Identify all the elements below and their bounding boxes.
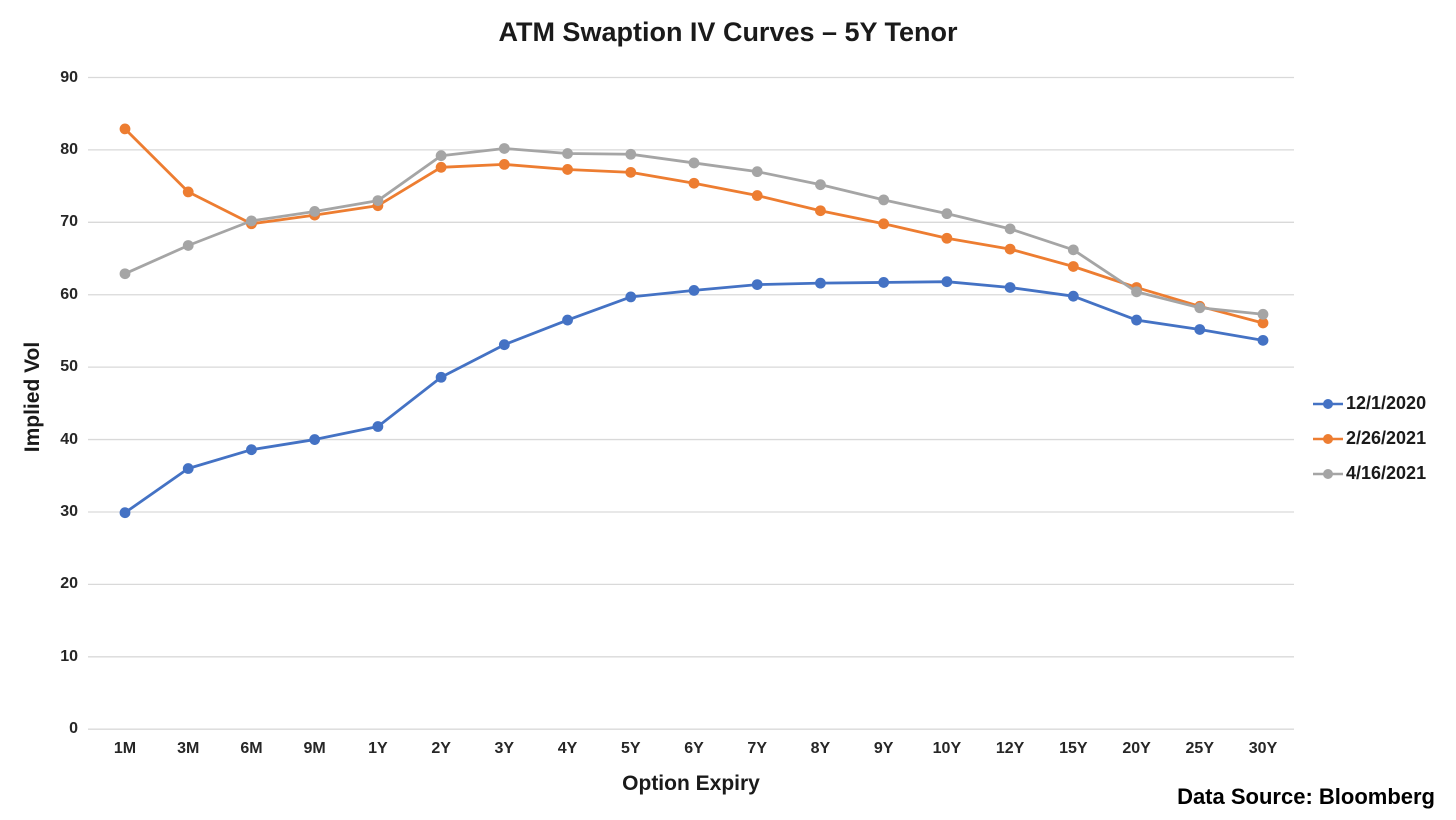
data-point-marker bbox=[498, 143, 510, 154]
data-point-marker bbox=[1257, 308, 1269, 320]
x-tick-label: 15Y bbox=[1059, 740, 1088, 757]
data-point-marker bbox=[625, 166, 637, 178]
data-point-marker bbox=[1004, 243, 1016, 255]
data-point-marker bbox=[562, 314, 573, 326]
x-tick-label: 25Y bbox=[1185, 740, 1214, 757]
y-tick-label: 10 bbox=[60, 647, 78, 665]
data-point-marker bbox=[625, 291, 637, 303]
data-point-marker bbox=[372, 421, 384, 432]
data-point-marker bbox=[119, 507, 131, 519]
data-point-marker bbox=[246, 444, 257, 456]
data-point-marker bbox=[941, 276, 953, 288]
data-point-marker bbox=[751, 166, 763, 178]
data-point-marker bbox=[309, 206, 321, 217]
data-point-marker bbox=[1257, 334, 1269, 346]
data-point-marker bbox=[625, 148, 637, 160]
data-point-marker bbox=[1004, 223, 1016, 235]
y-tick-label: 20 bbox=[60, 575, 78, 593]
data-point-marker bbox=[688, 157, 700, 169]
data-point-marker bbox=[751, 279, 763, 290]
data-point-marker bbox=[815, 205, 826, 217]
data-point-marker bbox=[941, 208, 953, 220]
data-point-marker bbox=[182, 463, 194, 474]
data-point-marker bbox=[562, 148, 573, 159]
data-point-marker bbox=[246, 215, 257, 227]
x-tick-label: 10Y bbox=[932, 740, 962, 757]
legend-item: 4/16/2021 bbox=[1312, 456, 1426, 491]
data-point-marker bbox=[119, 123, 131, 135]
data-point-marker bbox=[1004, 282, 1016, 293]
data-point-marker bbox=[498, 158, 510, 170]
x-tick-label: 6M bbox=[240, 740, 263, 757]
data-point-marker bbox=[878, 194, 890, 206]
y-tick-label: 90 bbox=[60, 68, 78, 86]
legend-label: 2/26/2021 bbox=[1346, 428, 1427, 448]
data-point-marker bbox=[1131, 286, 1142, 298]
data-point-marker bbox=[182, 186, 194, 198]
legend-label: 4/16/2021 bbox=[1346, 463, 1427, 483]
y-tick-label: 70 bbox=[60, 213, 78, 231]
y-tick-label: 60 bbox=[60, 285, 78, 303]
data-point-marker bbox=[1194, 324, 1206, 335]
y-tick-label: 50 bbox=[60, 358, 78, 376]
data-point-marker bbox=[309, 434, 321, 445]
y-tick-label: 30 bbox=[60, 502, 78, 520]
legend-item: 2/26/2021 bbox=[1312, 421, 1426, 456]
data-point-marker bbox=[435, 150, 447, 162]
x-tick-label: 9M bbox=[303, 740, 326, 757]
data-point-marker bbox=[1067, 290, 1079, 302]
data-point-marker bbox=[815, 277, 826, 289]
legend-marker-icon bbox=[1313, 398, 1343, 409]
data-point-marker bbox=[815, 179, 826, 191]
x-tick-label: 3M bbox=[177, 740, 200, 757]
data-point-marker bbox=[1194, 302, 1206, 314]
y-tick-label: 80 bbox=[60, 140, 78, 158]
legend-item: 12/1/2020 bbox=[1312, 386, 1426, 421]
x-tick-label: 3Y bbox=[494, 740, 515, 757]
x-tick-label: 8Y bbox=[810, 740, 831, 757]
data-point-marker bbox=[182, 240, 194, 251]
data-point-marker bbox=[1067, 244, 1079, 256]
x-tick-label: 1Y bbox=[368, 740, 388, 757]
x-tick-label: 6Y bbox=[684, 740, 704, 757]
legend-marker-icon bbox=[1313, 468, 1343, 479]
y-tick-label: 0 bbox=[69, 720, 78, 738]
legend-label: 12/1/2020 bbox=[1346, 393, 1427, 413]
legend: 12/1/2020 2/26/2021 4/16/2021 bbox=[1312, 386, 1426, 491]
data-point-marker bbox=[119, 268, 131, 280]
data-point-marker bbox=[435, 161, 447, 173]
data-point-marker bbox=[498, 339, 510, 351]
legend-marker-icon bbox=[1313, 433, 1343, 444]
series-line-12/1/2020 bbox=[123, 280, 1265, 515]
data-point-marker bbox=[372, 195, 384, 206]
y-tick-label: 40 bbox=[60, 430, 78, 448]
x-axis-title: Option Expiry bbox=[622, 772, 760, 795]
data-point-marker bbox=[941, 232, 953, 244]
data-point-marker bbox=[562, 164, 573, 175]
x-tick-label: 7Y bbox=[747, 740, 767, 757]
x-tick-label: 4Y bbox=[557, 740, 578, 757]
data-point-marker bbox=[1131, 314, 1142, 326]
data-point-marker bbox=[1067, 261, 1079, 272]
x-tick-label: 2Y bbox=[431, 740, 451, 757]
data-point-marker bbox=[688, 284, 700, 296]
x-tick-label: 20Y bbox=[1122, 740, 1151, 757]
data-point-marker bbox=[435, 371, 447, 383]
data-point-marker bbox=[1257, 317, 1269, 329]
x-tick-label: 30Y bbox=[1248, 740, 1278, 757]
x-tick-label: 9Y bbox=[873, 740, 894, 757]
x-tick-label: 5Y bbox=[620, 740, 641, 757]
x-tick-label: 12Y bbox=[995, 740, 1025, 757]
data-point-marker bbox=[878, 277, 890, 288]
data-point-marker bbox=[688, 177, 700, 189]
x-tick-label: 1M bbox=[113, 740, 137, 757]
data-source-note: Data Source: Bloomberg bbox=[1177, 784, 1435, 809]
chart-title: ATM Swaption IV Curves – 5Y Tenor bbox=[498, 17, 958, 47]
data-point-marker bbox=[751, 190, 763, 201]
data-point-marker bbox=[878, 218, 890, 230]
